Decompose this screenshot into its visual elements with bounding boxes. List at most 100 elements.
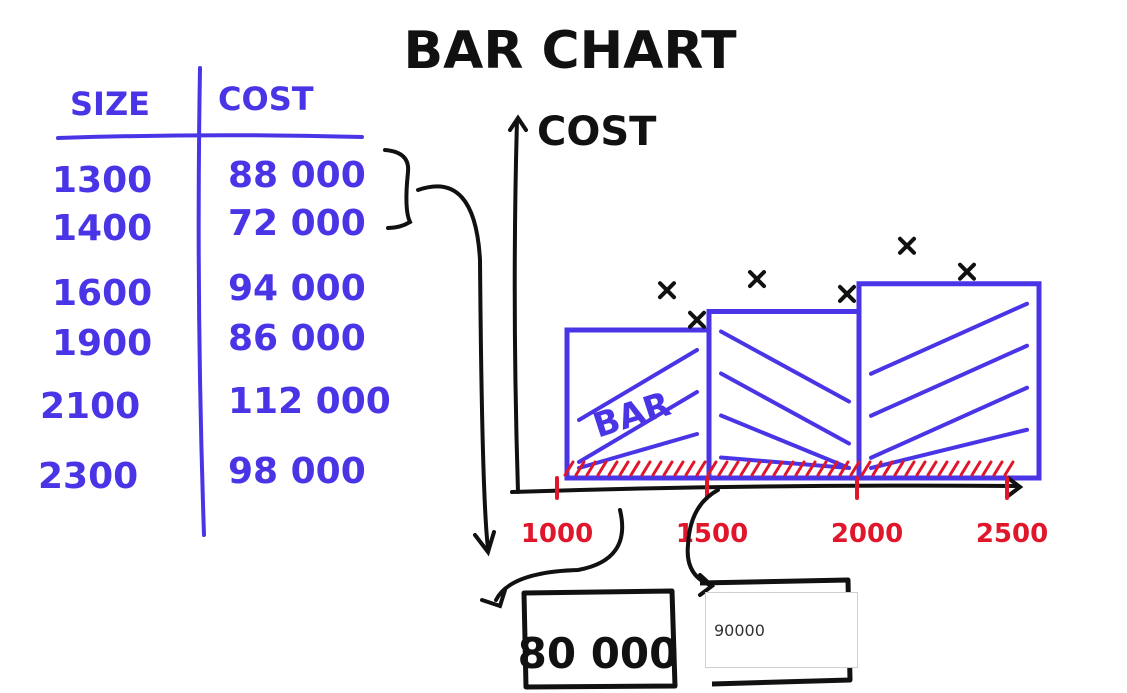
baseline-hatch [948,460,960,477]
bar-hatch [719,413,851,470]
table-cell-cost: 86 000 [228,318,366,359]
baseline-hatch [695,460,707,477]
bin1-to-box-arrow [494,508,625,602]
baseline-hatch [717,460,729,477]
table-header-cost: COST [218,80,314,118]
data-table: SIZE COST 1300 88 000 1400 72 000 1600 94 000… [38,66,413,537]
baseline-hatch [640,460,652,477]
bar-annotation: BAR [588,384,675,446]
baseline-hatch [783,460,795,477]
answer-first-bin-value: 80 000 [518,629,679,678]
baseline-hatch [937,460,949,477]
bar [856,281,1042,481]
baseline-hatch [574,460,586,477]
table-cell-cost: 112 000 [228,381,391,422]
baseline-hatch [1003,460,1015,477]
connector-arrows [416,184,720,609]
baseline-hatch [662,460,674,477]
y-axis-arrowhead [508,114,528,132]
bar-hatch [869,343,1029,418]
bracket-to-box-arrow [416,184,490,550]
baseline-hatch [970,460,982,477]
baseline-hatch [838,460,850,477]
bar-hatch [869,301,1029,376]
x-tick-label: 2000 [831,519,903,549]
table-bracket [383,148,413,230]
answer-box-first-bin: 80 000 [518,588,679,690]
table-column-divider [196,66,206,537]
y-axis-label: COST [537,109,657,155]
baseline-hatch [596,460,608,477]
table-cell-size: 1400 [52,208,152,249]
baseline-hatch [992,460,1004,477]
table-cell-cost: 72 000 [228,203,366,244]
baseline-hatch [750,460,762,477]
baseline-hatch [618,460,630,477]
baseline-hatch [794,460,806,477]
baseline-hatch [871,460,883,477]
baseline-hatch [761,460,773,477]
baseline-hatch [563,460,575,477]
page-title: BAR CHART [403,21,737,81]
data-point [658,281,676,300]
data-point [838,284,856,303]
table-cell-size: 1900 [52,323,152,364]
baseline-hatch [904,460,916,477]
baseline-hatch [684,460,696,477]
baseline-hatch [926,460,938,477]
bar-hatch [577,432,699,470]
baseline-hatch [882,460,894,477]
baseline-hatch [827,460,839,477]
bar-hatch [869,427,1029,470]
table-cell-cost: 98 000 [228,451,366,492]
baseline-hatch [816,460,828,477]
bin2-to-box-arrow [685,488,720,587]
baseline-hatch [739,460,751,477]
table-cell-size: 1300 [52,160,152,201]
table-cell-size: 1600 [52,273,152,314]
baseline-hatch [607,460,619,477]
baseline-hatch [673,460,685,477]
data-point [748,270,766,289]
baseline-hatch [849,460,861,477]
x-axis-arrowhead [1006,476,1024,498]
baseline-hatch [915,460,927,477]
table-cell-size: 2100 [40,386,140,427]
baseline-hatch [772,460,784,477]
baseline-hatch [706,460,718,477]
bin1-to-box-arrowhead [480,588,507,609]
data-point [688,310,706,329]
baseline-hatch [805,460,817,477]
baseline-hatch [893,460,905,477]
bar-hatch [719,455,851,470]
table-cell-size: 2300 [38,456,138,497]
answer-input[interactable] [705,592,858,668]
x-tick-label: 2500 [976,519,1048,549]
baseline-hatch [959,460,971,477]
data-point [898,236,916,255]
table-cell-cost: 88 000 [228,155,366,196]
bar-hatch [869,385,1029,460]
baseline-hatch [629,460,641,477]
bar-hatch [577,348,699,422]
bar-hatch [719,371,851,446]
table-header-divider [56,133,364,140]
table-cell-cost: 94 000 [228,268,366,309]
bin2-to-box-arrowhead [698,573,716,597]
x-axis [510,483,1020,494]
baseline-hatch [860,460,872,477]
y-axis [512,118,520,494]
x-tick-label: 1000 [521,519,593,549]
answer-box-first-bin-border [521,588,678,690]
bar-hatch [719,329,851,404]
bar-chart: COST 1000 1500 2000 2500 BAR [508,109,1048,549]
baseline-hatch [728,460,740,477]
baseline-hatch [651,460,663,477]
baseline-hatch [981,460,993,477]
data-point [958,262,976,281]
baseline-hatch [585,460,597,477]
table-header-size: SIZE [70,85,150,123]
bar-hatch [577,390,699,464]
bracket-to-box-arrowhead [473,530,496,557]
